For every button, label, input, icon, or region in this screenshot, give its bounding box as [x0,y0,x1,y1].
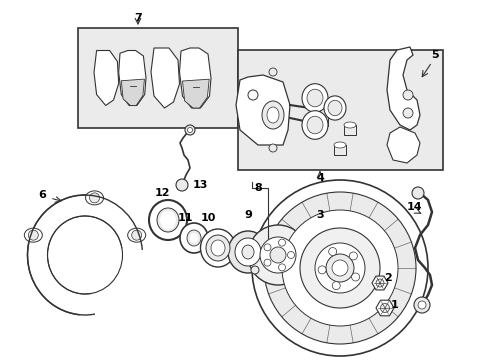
Circle shape [247,225,307,285]
Circle shape [351,273,359,281]
Bar [78,28,238,128]
Ellipse shape [235,238,261,266]
Ellipse shape [190,233,198,243]
Circle shape [348,252,357,260]
Circle shape [28,230,38,240]
Ellipse shape [306,89,323,107]
Text: 2: 2 [384,273,391,283]
Ellipse shape [51,220,119,291]
Circle shape [264,259,270,266]
Polygon shape [371,276,387,290]
Ellipse shape [24,228,42,242]
Circle shape [314,243,364,293]
Bar [333,145,346,155]
Circle shape [325,254,353,282]
Polygon shape [386,127,419,163]
Ellipse shape [242,245,253,259]
Circle shape [260,237,295,273]
Bar [319,108,327,126]
Circle shape [402,90,412,100]
Ellipse shape [205,235,229,261]
Ellipse shape [180,223,207,253]
Bar [238,50,442,170]
Text: 14: 14 [407,202,422,212]
Polygon shape [179,48,210,108]
Ellipse shape [149,200,186,240]
Circle shape [268,68,276,76]
Circle shape [269,247,285,263]
Ellipse shape [262,101,284,129]
Circle shape [184,125,195,135]
Ellipse shape [343,122,355,128]
Polygon shape [121,79,144,105]
Circle shape [278,264,285,271]
Ellipse shape [186,230,201,246]
Polygon shape [119,50,146,105]
Ellipse shape [27,195,142,315]
Text: 13: 13 [192,180,207,190]
Circle shape [328,248,336,256]
Bar [95,185,175,325]
Polygon shape [375,300,393,316]
Ellipse shape [157,208,179,232]
Circle shape [278,239,285,246]
Ellipse shape [160,211,176,229]
Ellipse shape [327,100,341,116]
Circle shape [417,301,425,309]
Text: 12: 12 [154,188,169,198]
Ellipse shape [266,107,279,123]
Ellipse shape [306,116,323,134]
Circle shape [187,127,192,132]
Ellipse shape [227,231,267,273]
Circle shape [299,228,379,308]
Circle shape [250,266,259,274]
Text: 4: 4 [315,173,323,183]
Text: 3: 3 [316,210,323,220]
Ellipse shape [333,142,346,148]
Circle shape [375,279,383,287]
Ellipse shape [302,111,327,139]
Polygon shape [386,47,419,130]
Polygon shape [236,75,289,145]
Circle shape [131,230,142,240]
Circle shape [287,252,294,258]
Circle shape [264,192,415,344]
Circle shape [251,180,427,356]
Text: 5: 5 [430,50,438,60]
Ellipse shape [210,240,224,256]
Text: 10: 10 [200,213,215,223]
Polygon shape [182,79,209,108]
Circle shape [318,266,325,274]
Circle shape [247,90,258,100]
Circle shape [331,260,347,276]
Circle shape [282,210,397,326]
Polygon shape [94,50,119,105]
Ellipse shape [127,228,145,242]
Text: 6: 6 [38,190,46,200]
Circle shape [89,193,100,203]
Ellipse shape [200,229,235,267]
Text: 1: 1 [390,300,398,310]
Circle shape [411,187,423,199]
Text: 8: 8 [254,183,262,193]
Circle shape [268,144,276,152]
Circle shape [380,303,389,312]
Circle shape [331,282,340,289]
Ellipse shape [324,96,346,120]
Circle shape [402,108,412,118]
Bar [343,125,355,135]
Polygon shape [151,48,179,108]
Text: 9: 9 [244,210,251,220]
Ellipse shape [302,84,327,112]
Text: 7: 7 [134,13,142,23]
Ellipse shape [47,216,122,294]
Text: 11: 11 [177,213,192,223]
Circle shape [264,244,270,251]
Ellipse shape [85,191,103,205]
Circle shape [413,297,429,313]
Circle shape [176,179,187,191]
